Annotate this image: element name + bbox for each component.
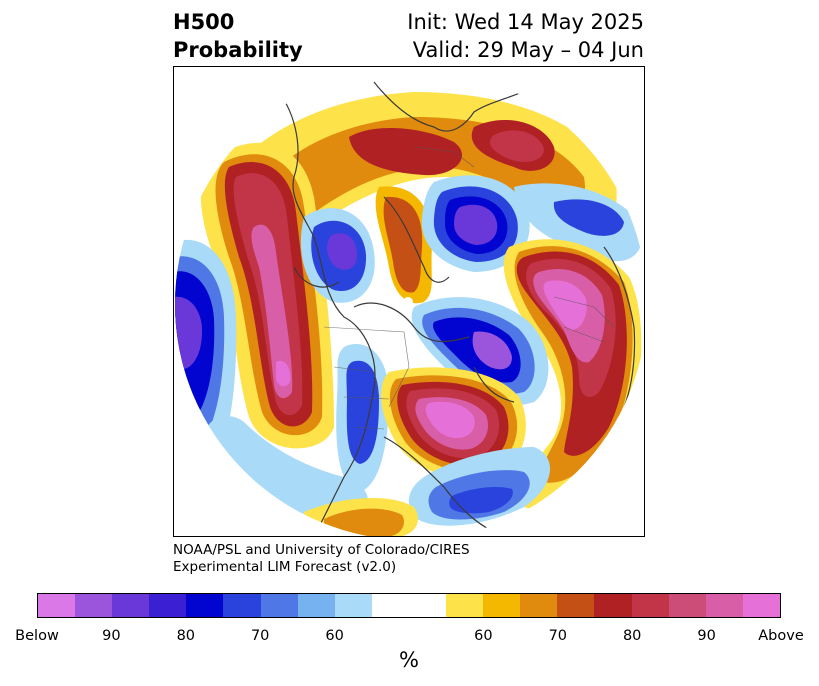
colorbar-segment bbox=[705, 594, 743, 617]
north-below-core bbox=[454, 204, 498, 245]
colorbar-tick-label: 60 bbox=[474, 628, 493, 644]
colorbar-segment bbox=[223, 594, 261, 617]
north-above-pink-2 bbox=[489, 130, 544, 162]
forecast-dates: Init: Wed 14 May 2025 Valid: 29 May – 04… bbox=[407, 8, 644, 64]
credit-text: NOAA/PSL and University of Colorado/CIRE… bbox=[173, 542, 470, 576]
colorbar bbox=[37, 593, 781, 618]
south-above-core bbox=[425, 401, 475, 439]
north-above-red-1 bbox=[349, 127, 463, 176]
colorbar-tick-label: 90 bbox=[697, 628, 716, 644]
colorbar-tick-label: 70 bbox=[548, 628, 568, 644]
polar-map-svg bbox=[175, 68, 644, 536]
colorbar-segment bbox=[408, 594, 447, 617]
init-date: Init: Wed 14 May 2025 bbox=[407, 10, 644, 34]
colorbar-segment bbox=[75, 594, 113, 617]
colorbar-segment bbox=[520, 594, 558, 617]
colorbar-segment bbox=[260, 594, 298, 617]
colorbar-segment bbox=[297, 594, 335, 617]
colorbar-segment bbox=[742, 594, 780, 617]
east-above-core bbox=[543, 280, 587, 330]
colorbar-segment bbox=[446, 594, 484, 617]
nw-below-core bbox=[327, 233, 358, 270]
colorbar-segment bbox=[594, 594, 632, 617]
west-above-core bbox=[276, 360, 291, 387]
title-line-2: Probability bbox=[173, 38, 303, 62]
title-line-1: H500 bbox=[173, 10, 235, 34]
credit-line-2: Experimental LIM Forecast (v2.0) bbox=[173, 559, 397, 575]
northeast-below-2 bbox=[553, 199, 624, 236]
colorbar-tick-label: 80 bbox=[176, 628, 196, 644]
colorbar-segment bbox=[112, 594, 150, 617]
colorbar-segment bbox=[668, 594, 706, 617]
southwest-below bbox=[203, 416, 368, 527]
valid-date: Valid: 29 May – 04 Jun bbox=[412, 38, 644, 62]
far-west-below-4 bbox=[175, 296, 203, 369]
bottom-above-orange bbox=[324, 508, 404, 536]
colorbar-segment bbox=[371, 594, 409, 617]
colorbar-tick-label: 90 bbox=[102, 628, 121, 644]
west-above-magenta bbox=[251, 224, 293, 399]
probability-fields bbox=[175, 68, 644, 536]
colorbar-segment bbox=[557, 594, 595, 617]
probability-map bbox=[173, 66, 645, 537]
south-below-dark bbox=[449, 487, 513, 514]
colorbar-tick-label: Below bbox=[15, 628, 59, 644]
colorbar-segment bbox=[186, 594, 224, 617]
north-pole-marker bbox=[403, 297, 413, 307]
colorbar-tick-label: 70 bbox=[250, 628, 270, 644]
na-below-column-2 bbox=[346, 360, 379, 464]
colorbar-segment bbox=[38, 594, 76, 617]
atlantic-below-core bbox=[472, 331, 512, 370]
borders bbox=[323, 146, 615, 430]
colorbar-tick-label: Above bbox=[758, 628, 804, 644]
colorbar-segment bbox=[334, 594, 372, 617]
colorbar-tick-label: 80 bbox=[622, 628, 642, 644]
central-above-column-2 bbox=[383, 196, 423, 293]
credit-line-1: NOAA/PSL and University of Colorado/CIRE… bbox=[173, 542, 470, 558]
colorbar-segment bbox=[483, 594, 521, 617]
map-title: H500 Probability bbox=[173, 8, 303, 64]
colorbar-unit: % bbox=[399, 648, 419, 672]
colorbar-segment bbox=[149, 594, 187, 617]
colorbar-tick-label: 60 bbox=[325, 628, 344, 644]
colorbar-segment bbox=[631, 594, 669, 617]
